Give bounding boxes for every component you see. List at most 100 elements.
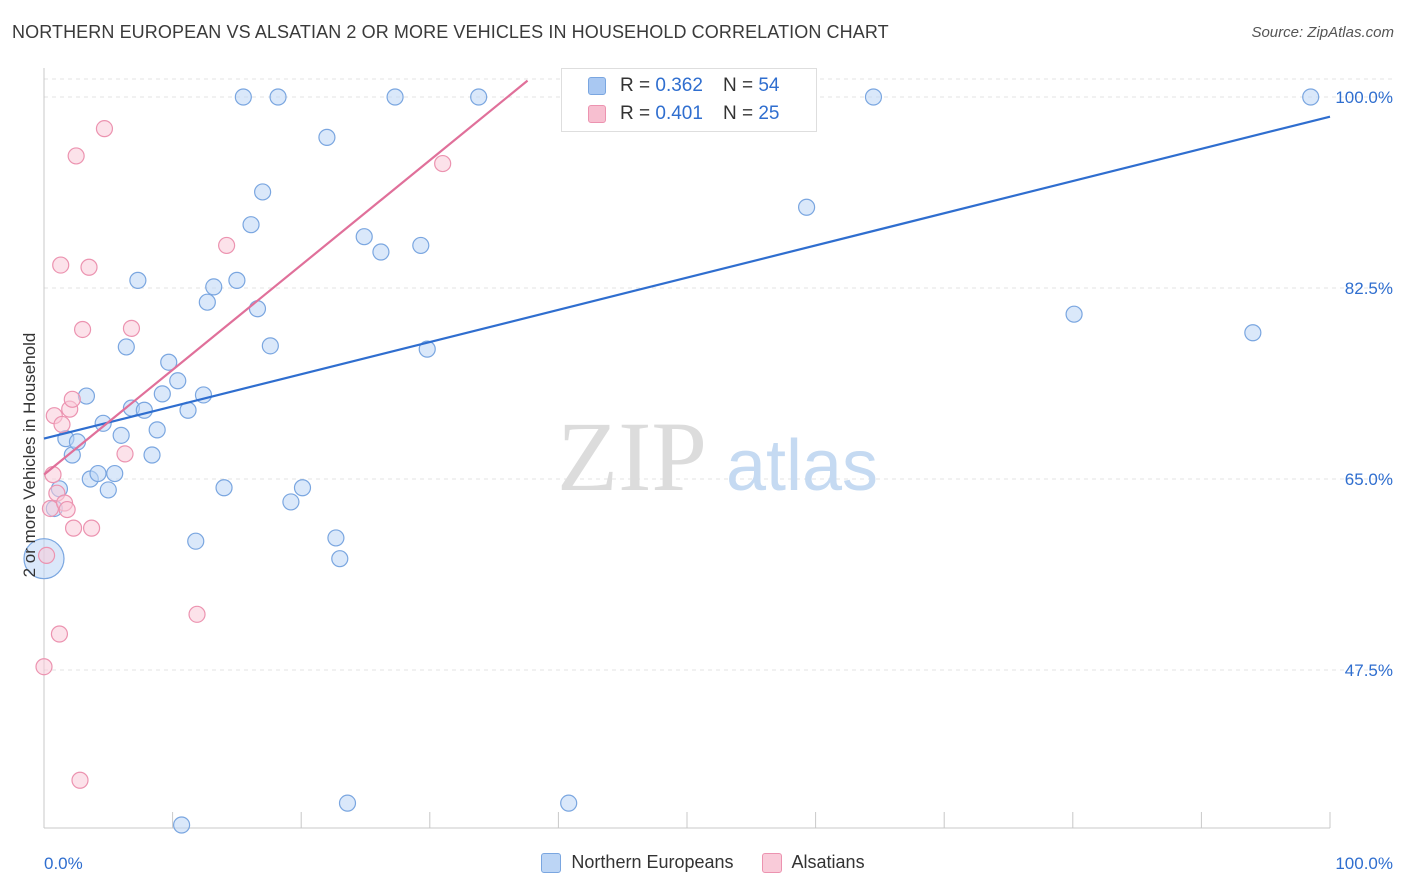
legend-swatch-alsatians [761, 852, 782, 873]
watermark-zip: ZIP [557, 401, 707, 512]
alsatian-point [71, 771, 89, 789]
northern-european-point [338, 794, 357, 812]
watermark-atlas: atlas [726, 426, 878, 506]
alsatian-point [35, 658, 53, 676]
northern-european-point [560, 794, 578, 812]
legend-r-label: R = [620, 75, 651, 96]
northern-european-point [327, 529, 345, 547]
northern-european-point [106, 464, 124, 483]
northern-european-point [372, 243, 390, 261]
alsatian-point [52, 256, 70, 274]
legend-n-value: 54 [758, 75, 780, 96]
alsatian-point [80, 258, 98, 276]
legend-swatch-blue [588, 77, 606, 95]
northern-european-point [187, 532, 205, 550]
northern-european-point [112, 426, 130, 444]
northern-european-point [234, 88, 252, 106]
northern-european-point [228, 271, 246, 289]
alsatian-point [44, 466, 62, 484]
northern-european-point [153, 385, 171, 403]
northern-european-point [293, 479, 312, 497]
northern-european-point [386, 88, 404, 106]
legend-n-label: N = [722, 103, 754, 124]
x-tick-label: 100.0% [1335, 854, 1393, 873]
northern-european-trend-line [43, 115, 1331, 440]
northern-european-point [143, 446, 161, 464]
northern-european-point [215, 479, 233, 497]
legend-n-value: 25 [758, 103, 780, 124]
northern-european-point [797, 198, 816, 216]
axes [43, 68, 1331, 829]
alsatian-point [218, 236, 236, 255]
northern-european-point [864, 88, 883, 106]
tick-labels: 100.0% 82.5% 65.0% 47.5% 0.0% 100.0% [44, 88, 1393, 873]
legend-item-northern-europeans[interactable]: Northern Europeans [541, 852, 734, 873]
correlation-legend: R = 0.362 N = 54 R = 0.401 N = 25 [561, 68, 817, 132]
legend-label-alsatians: Alsatians [791, 852, 865, 872]
northern-european-point [160, 353, 178, 371]
x-tick-label: 0.0% [44, 854, 83, 873]
alsatian-point [188, 605, 206, 623]
northern-european-point [269, 88, 287, 106]
data-points [23, 88, 1320, 834]
y-tick-label: 100.0% [1335, 88, 1393, 107]
y-tick-label: 47.5% [1345, 661, 1393, 680]
alsatian-trend-line [43, 79, 529, 476]
northern-european-point [331, 550, 349, 568]
legend-r-value: 0.401 [655, 103, 703, 124]
legend-swatch-pink [588, 105, 606, 123]
northern-european-point [318, 128, 336, 146]
alsatian-point [434, 154, 452, 173]
legend-r-label: R = [620, 103, 651, 124]
northern-european-point [129, 271, 147, 289]
alsatian-point [95, 120, 114, 138]
y-tick-label: 82.5% [1345, 279, 1393, 298]
northern-european-point [77, 387, 96, 405]
northern-european-point [248, 300, 267, 318]
alsatian-point [63, 390, 81, 408]
alsatian-point [50, 625, 69, 643]
legend-r-value: 0.362 [655, 75, 703, 96]
legend-swatch-northern-europeans [541, 852, 562, 873]
northern-european-point [355, 228, 373, 246]
northern-european-point [412, 236, 430, 255]
chart-title: NORTHERN EUROPEAN VS ALSATIAN 2 OR MORE … [12, 22, 889, 42]
northern-european-point [1065, 305, 1083, 323]
watermark: ZIP atlas [557, 401, 878, 512]
northern-european-point [261, 337, 279, 355]
northern-european-point [1244, 324, 1262, 342]
legend-item-alsatians[interactable]: Alsatians [761, 852, 865, 873]
source-label: Source: ZipAtlas.com [1251, 24, 1394, 41]
legend-label-northern-europeans: Northern Europeans [571, 852, 734, 872]
northern-european-point [282, 493, 300, 511]
northern-european-point [198, 293, 216, 311]
y-tick-label: 65.0% [1345, 470, 1393, 489]
alsatian-point [73, 320, 92, 339]
alsatian-point [122, 319, 141, 337]
northern-european-point [89, 464, 107, 483]
northern-european-point [148, 421, 166, 439]
legend-row-northern-europeans: R = 0.362 N = 54 [562, 72, 779, 100]
northern-european-point [117, 338, 135, 356]
northern-european-point [1302, 88, 1320, 106]
northern-european-point [173, 816, 191, 834]
alsatian-point [53, 415, 71, 434]
series-legend: Northern Europeans Alsatians [0, 852, 1406, 873]
alsatian-point [82, 519, 101, 537]
northern-european-point [418, 340, 436, 358]
northern-european-point [205, 278, 223, 296]
grid-lines [44, 78, 1392, 671]
northern-european-point [242, 216, 260, 234]
northern-european-point [99, 481, 117, 499]
legend-n-label: N = [722, 75, 754, 96]
trend-lines [43, 79, 1331, 476]
alsatian-point [116, 445, 134, 463]
legend-row-alsatians: R = 0.401 N = 25 [562, 100, 779, 128]
alsatian-point [58, 500, 76, 519]
northern-european-point [254, 183, 272, 201]
northern-european-point [169, 372, 187, 390]
y-axis-title: 2 or more Vehicles in Household [20, 332, 39, 578]
alsatian-point [67, 147, 85, 165]
alsatian-point [64, 519, 83, 537]
